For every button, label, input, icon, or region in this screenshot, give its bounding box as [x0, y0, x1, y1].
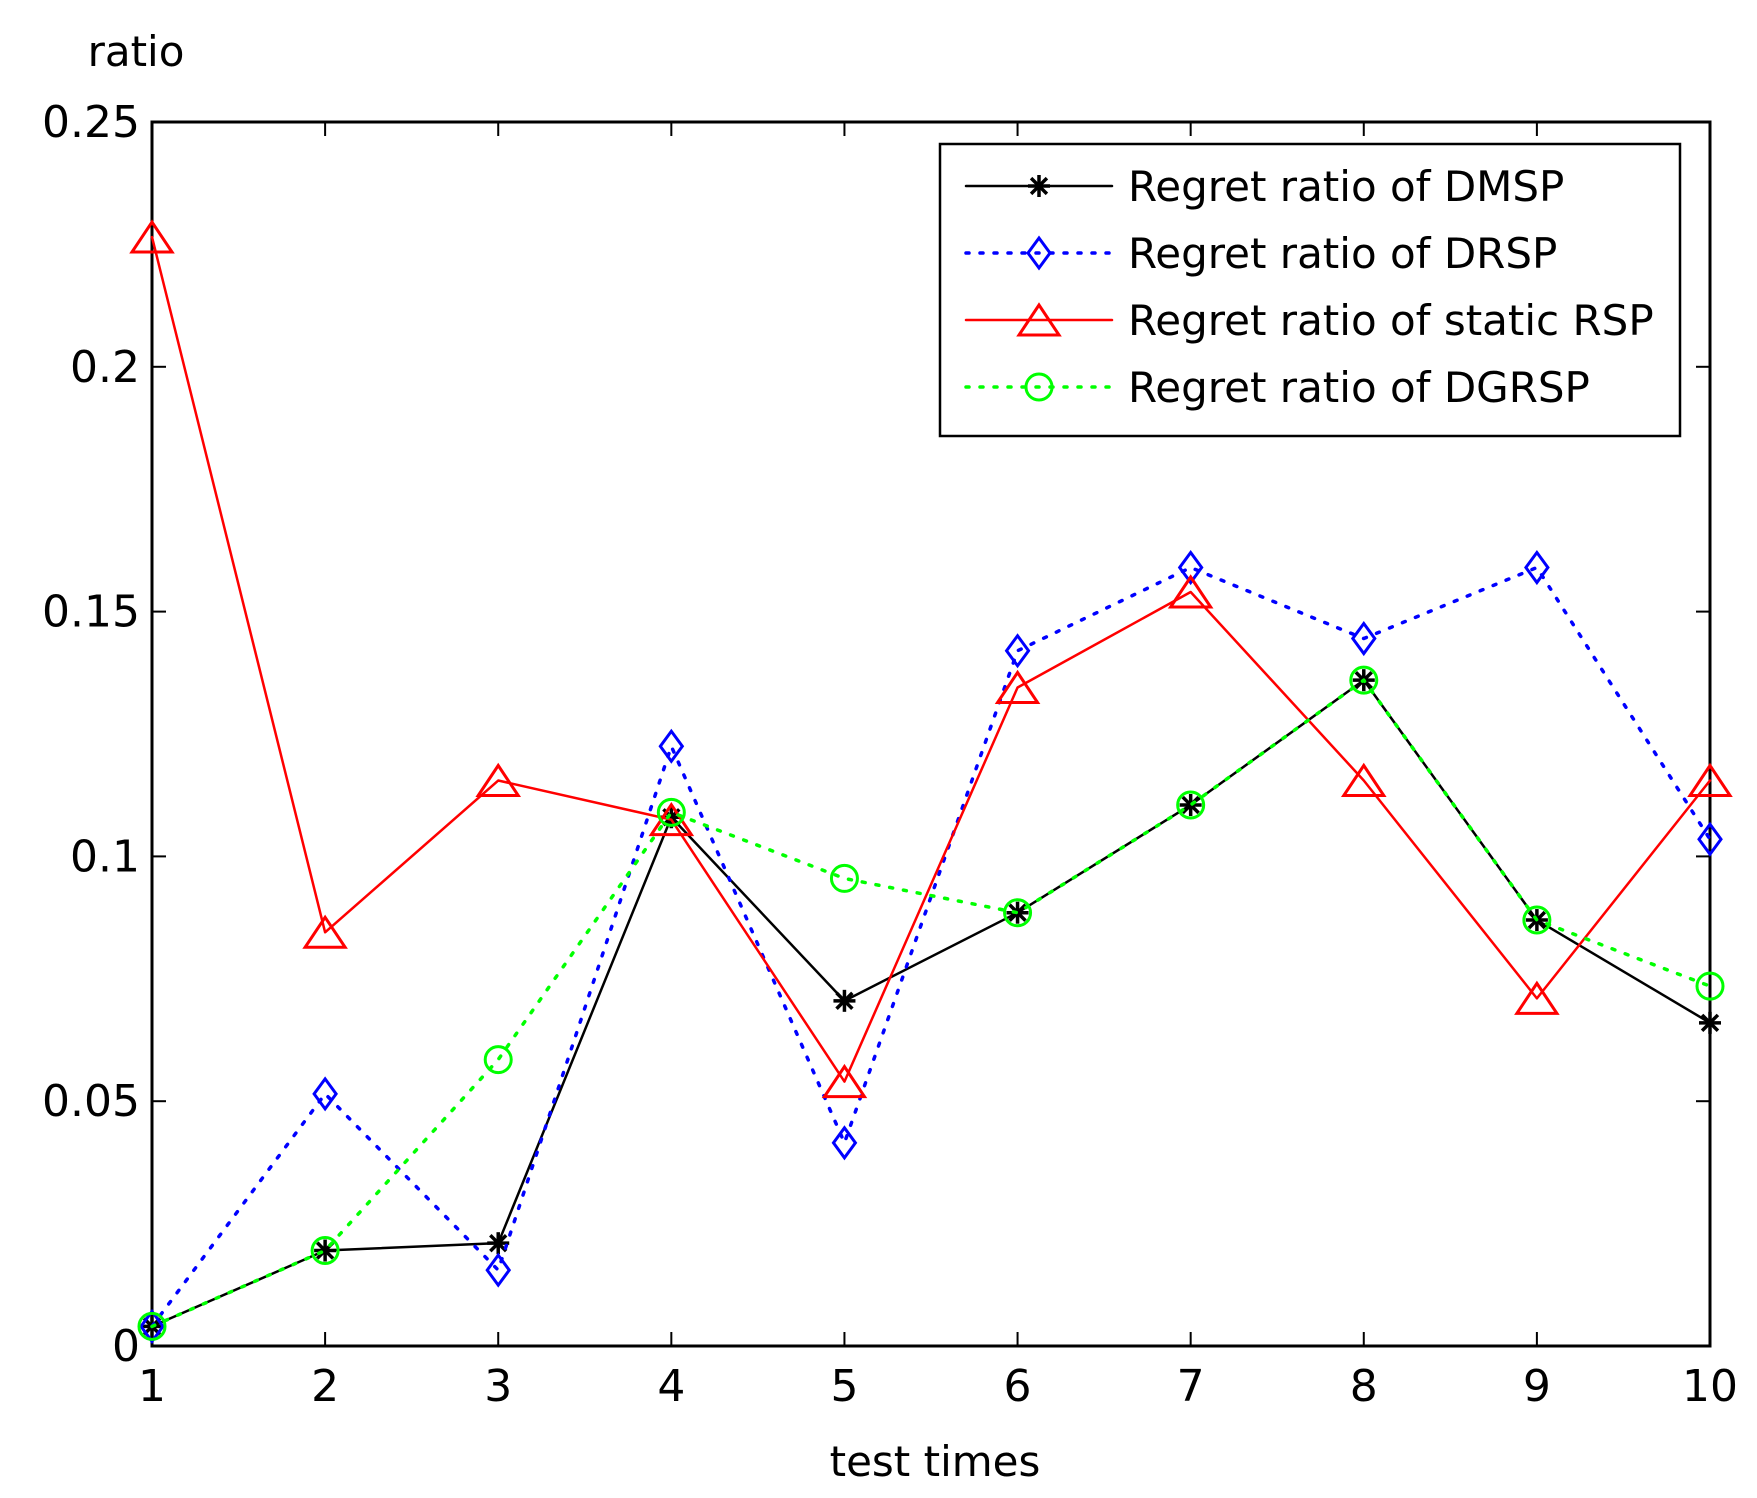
legend-marker-1: [1026, 235, 1052, 271]
series-0-point: [1179, 793, 1202, 816]
series-3-point: [1003, 898, 1033, 928]
legend-marker-2: [1016, 302, 1062, 337]
series-2-point: [475, 762, 522, 798]
x-tick-label: 2: [311, 1361, 339, 1412]
x-tick-label: 4: [657, 1361, 685, 1412]
series-3-point: [310, 1236, 340, 1266]
series-line-0: [150, 678, 1712, 1328]
x-axis-title: test times: [830, 1437, 1041, 1486]
y-tick-label: 0.05: [42, 1076, 140, 1127]
series-2-point: [1167, 574, 1214, 609]
series-3-point: [829, 863, 859, 893]
series-2-point: [302, 914, 348, 949]
series-2-point: [994, 669, 1041, 704]
series-2-point: [821, 1063, 868, 1099]
series-1-point: [658, 728, 685, 764]
series-1-point: [485, 1252, 512, 1288]
series-2-point: [1514, 980, 1560, 1015]
x-tick-label: 5: [830, 1361, 858, 1412]
series-2-point: [1687, 762, 1733, 798]
legend-label: Regret ratio of DRSP: [1128, 229, 1557, 278]
series-3-point: [1695, 971, 1725, 1001]
legend: Regret ratio of DMSP Regret ratio of DRSP…: [938, 142, 1682, 438]
series-3-point: [137, 1311, 167, 1341]
series-1-point: [1697, 821, 1723, 857]
series-1-point: [831, 1125, 858, 1161]
series-1-point: [1524, 549, 1550, 586]
legend-label: Regret ratio of DMSP: [1128, 162, 1564, 211]
x-tick-label: 7: [1177, 1361, 1205, 1412]
series-3-point: [483, 1045, 513, 1075]
plot-area: 1 2 3 4 5 6 7 8 9 10 0 0.05 0.1 0.15 0.2 0.25: [42, 97, 1738, 1412]
axes-box: [150, 120, 1712, 1348]
y-tick-label: 0.25: [42, 97, 140, 148]
series-2-point: [129, 219, 175, 254]
series-1-point: [1350, 620, 1377, 657]
series-1-point: [139, 1308, 165, 1344]
legend-marker-3: [1024, 372, 1054, 402]
series-0-point: [1699, 1011, 1721, 1034]
x-tick-label: 10: [1682, 1361, 1738, 1412]
series-0-point: [487, 1232, 510, 1255]
series-3-point: [1349, 665, 1379, 695]
series-0-point: [833, 989, 856, 1012]
x-tick-label: 8: [1350, 1361, 1378, 1412]
series-1-point: [312, 1076, 338, 1112]
legend-label: Regret ratio of DGRSP: [1128, 363, 1590, 412]
legend-label: Regret ratio of static RSP: [1128, 296, 1654, 345]
x-tick-label: 1: [138, 1361, 166, 1412]
y-tick-label: 0.15: [42, 587, 140, 638]
series-line-3: [150, 678, 1712, 1329]
x-tick-label: 3: [484, 1361, 512, 1412]
legend-marker-0: [1028, 175, 1050, 197]
series-1-point: [1177, 549, 1204, 586]
x-tick-label: 9: [1523, 1361, 1551, 1412]
series-3-point: [1176, 790, 1206, 820]
series-3-point: [656, 797, 686, 827]
y-tick-label: 0.1: [70, 831, 140, 882]
series-3-point: [1522, 905, 1552, 935]
series-1-point: [1004, 633, 1031, 669]
series-line-2: [150, 235, 1712, 1083]
x-tick-label: 6: [1004, 1361, 1032, 1412]
y-tick-label: 0.2: [70, 342, 140, 393]
series-2-point: [1340, 762, 1387, 798]
y-tick-label: 0: [112, 1321, 140, 1372]
y-axis-title: ratio: [88, 27, 185, 76]
